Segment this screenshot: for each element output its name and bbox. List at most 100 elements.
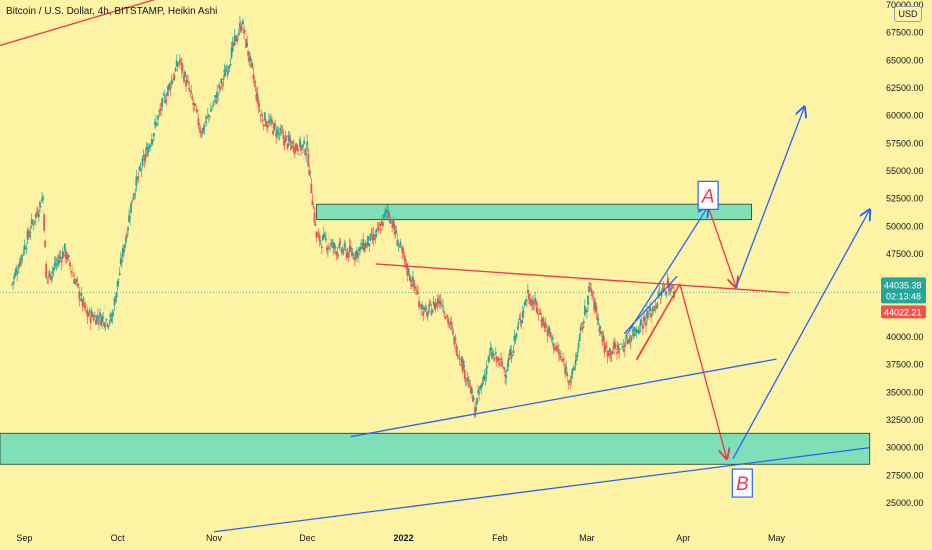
candle-body [518, 318, 521, 320]
candle-body [228, 66, 231, 69]
candle-body [437, 301, 440, 304]
candle-body [647, 315, 649, 318]
candle-body [346, 251, 349, 256]
candle-body [117, 278, 120, 280]
candle-body [562, 358, 564, 361]
candle-body [623, 349, 626, 352]
candle-body [530, 302, 532, 306]
candle-body [368, 242, 371, 246]
candle-body [146, 150, 149, 157]
y-tick-label: 35000.00 [886, 387, 924, 397]
candle-body [413, 279, 415, 286]
candle-body [364, 243, 367, 249]
candle-body [135, 176, 138, 187]
currency-button[interactable]: USD [894, 6, 922, 22]
candle-body [221, 83, 224, 85]
candle-body [29, 232, 32, 233]
candle-body [512, 350, 515, 353]
label-b-box [731, 468, 753, 498]
candle-body [420, 305, 423, 310]
candle-body [142, 155, 145, 157]
candle-body [150, 139, 153, 144]
candle-body [46, 278, 49, 279]
candle-body [175, 60, 178, 67]
candle-body [505, 375, 508, 378]
candle-body [375, 229, 378, 233]
candle-body [26, 230, 29, 241]
candle-body [285, 135, 288, 137]
candle-body [259, 115, 262, 117]
candle-body [50, 276, 53, 279]
candle-body [195, 109, 198, 111]
candle-body [454, 337, 457, 341]
candle-body [11, 283, 13, 285]
candle-body [489, 347, 492, 351]
candle-body [53, 264, 56, 266]
candle-body [207, 114, 210, 116]
candle-body [361, 246, 364, 249]
candle-body [156, 123, 158, 125]
candle-body [291, 141, 294, 144]
candle-body [430, 310, 433, 316]
candle-body [130, 202, 133, 213]
candle-body [120, 261, 123, 263]
candle-body [177, 63, 180, 65]
candle-body [270, 118, 272, 122]
candle-body [488, 354, 491, 356]
candle-body [206, 114, 209, 116]
candle-body [69, 262, 71, 267]
candle-body [473, 398, 475, 400]
candle-body [246, 42, 249, 47]
candle-body [631, 329, 634, 332]
candle-body [510, 352, 513, 360]
candle-body [408, 274, 411, 281]
candle-body [283, 140, 286, 146]
candle-body [317, 233, 320, 235]
candle-body [139, 168, 142, 170]
candle-body [141, 157, 144, 167]
candle-body [167, 85, 170, 90]
candle-body [613, 343, 616, 349]
red-top-trendline [0, 0, 156, 47]
candle-body [234, 35, 237, 38]
candle-body [170, 80, 173, 85]
candle-body [252, 74, 255, 79]
candle-body [560, 356, 562, 358]
candle-body [92, 318, 95, 321]
candle-body [214, 95, 216, 98]
candle-body [77, 283, 80, 286]
candle-body [124, 244, 126, 248]
candle-body [275, 132, 278, 137]
candle-body [138, 167, 141, 171]
candle-body [617, 343, 619, 350]
candle-body [615, 345, 617, 347]
candle-body [484, 376, 487, 379]
candle-body [654, 306, 657, 308]
candle-body [264, 120, 267, 127]
candle-body [448, 323, 451, 325]
candle-body [529, 298, 531, 303]
candle-body [551, 337, 554, 340]
candle-body [471, 388, 473, 394]
candle-body [564, 367, 567, 375]
candle-body [532, 301, 534, 305]
candle-body [131, 200, 134, 203]
candle-body [646, 311, 648, 319]
y-tick-label: 62500.00 [886, 83, 924, 93]
candle-body [633, 327, 636, 332]
candle-body [425, 308, 428, 310]
candle-body [612, 342, 615, 348]
candle-body [586, 310, 588, 312]
candle-body [525, 299, 528, 301]
candle-body [261, 119, 264, 122]
candle-body [112, 313, 115, 315]
candle-body [521, 311, 524, 318]
candle-body [198, 128, 201, 130]
candle-body [90, 311, 93, 317]
candle-body [440, 305, 443, 307]
candle-body [390, 219, 393, 221]
candle-body [47, 276, 50, 278]
candle-body [209, 109, 212, 112]
